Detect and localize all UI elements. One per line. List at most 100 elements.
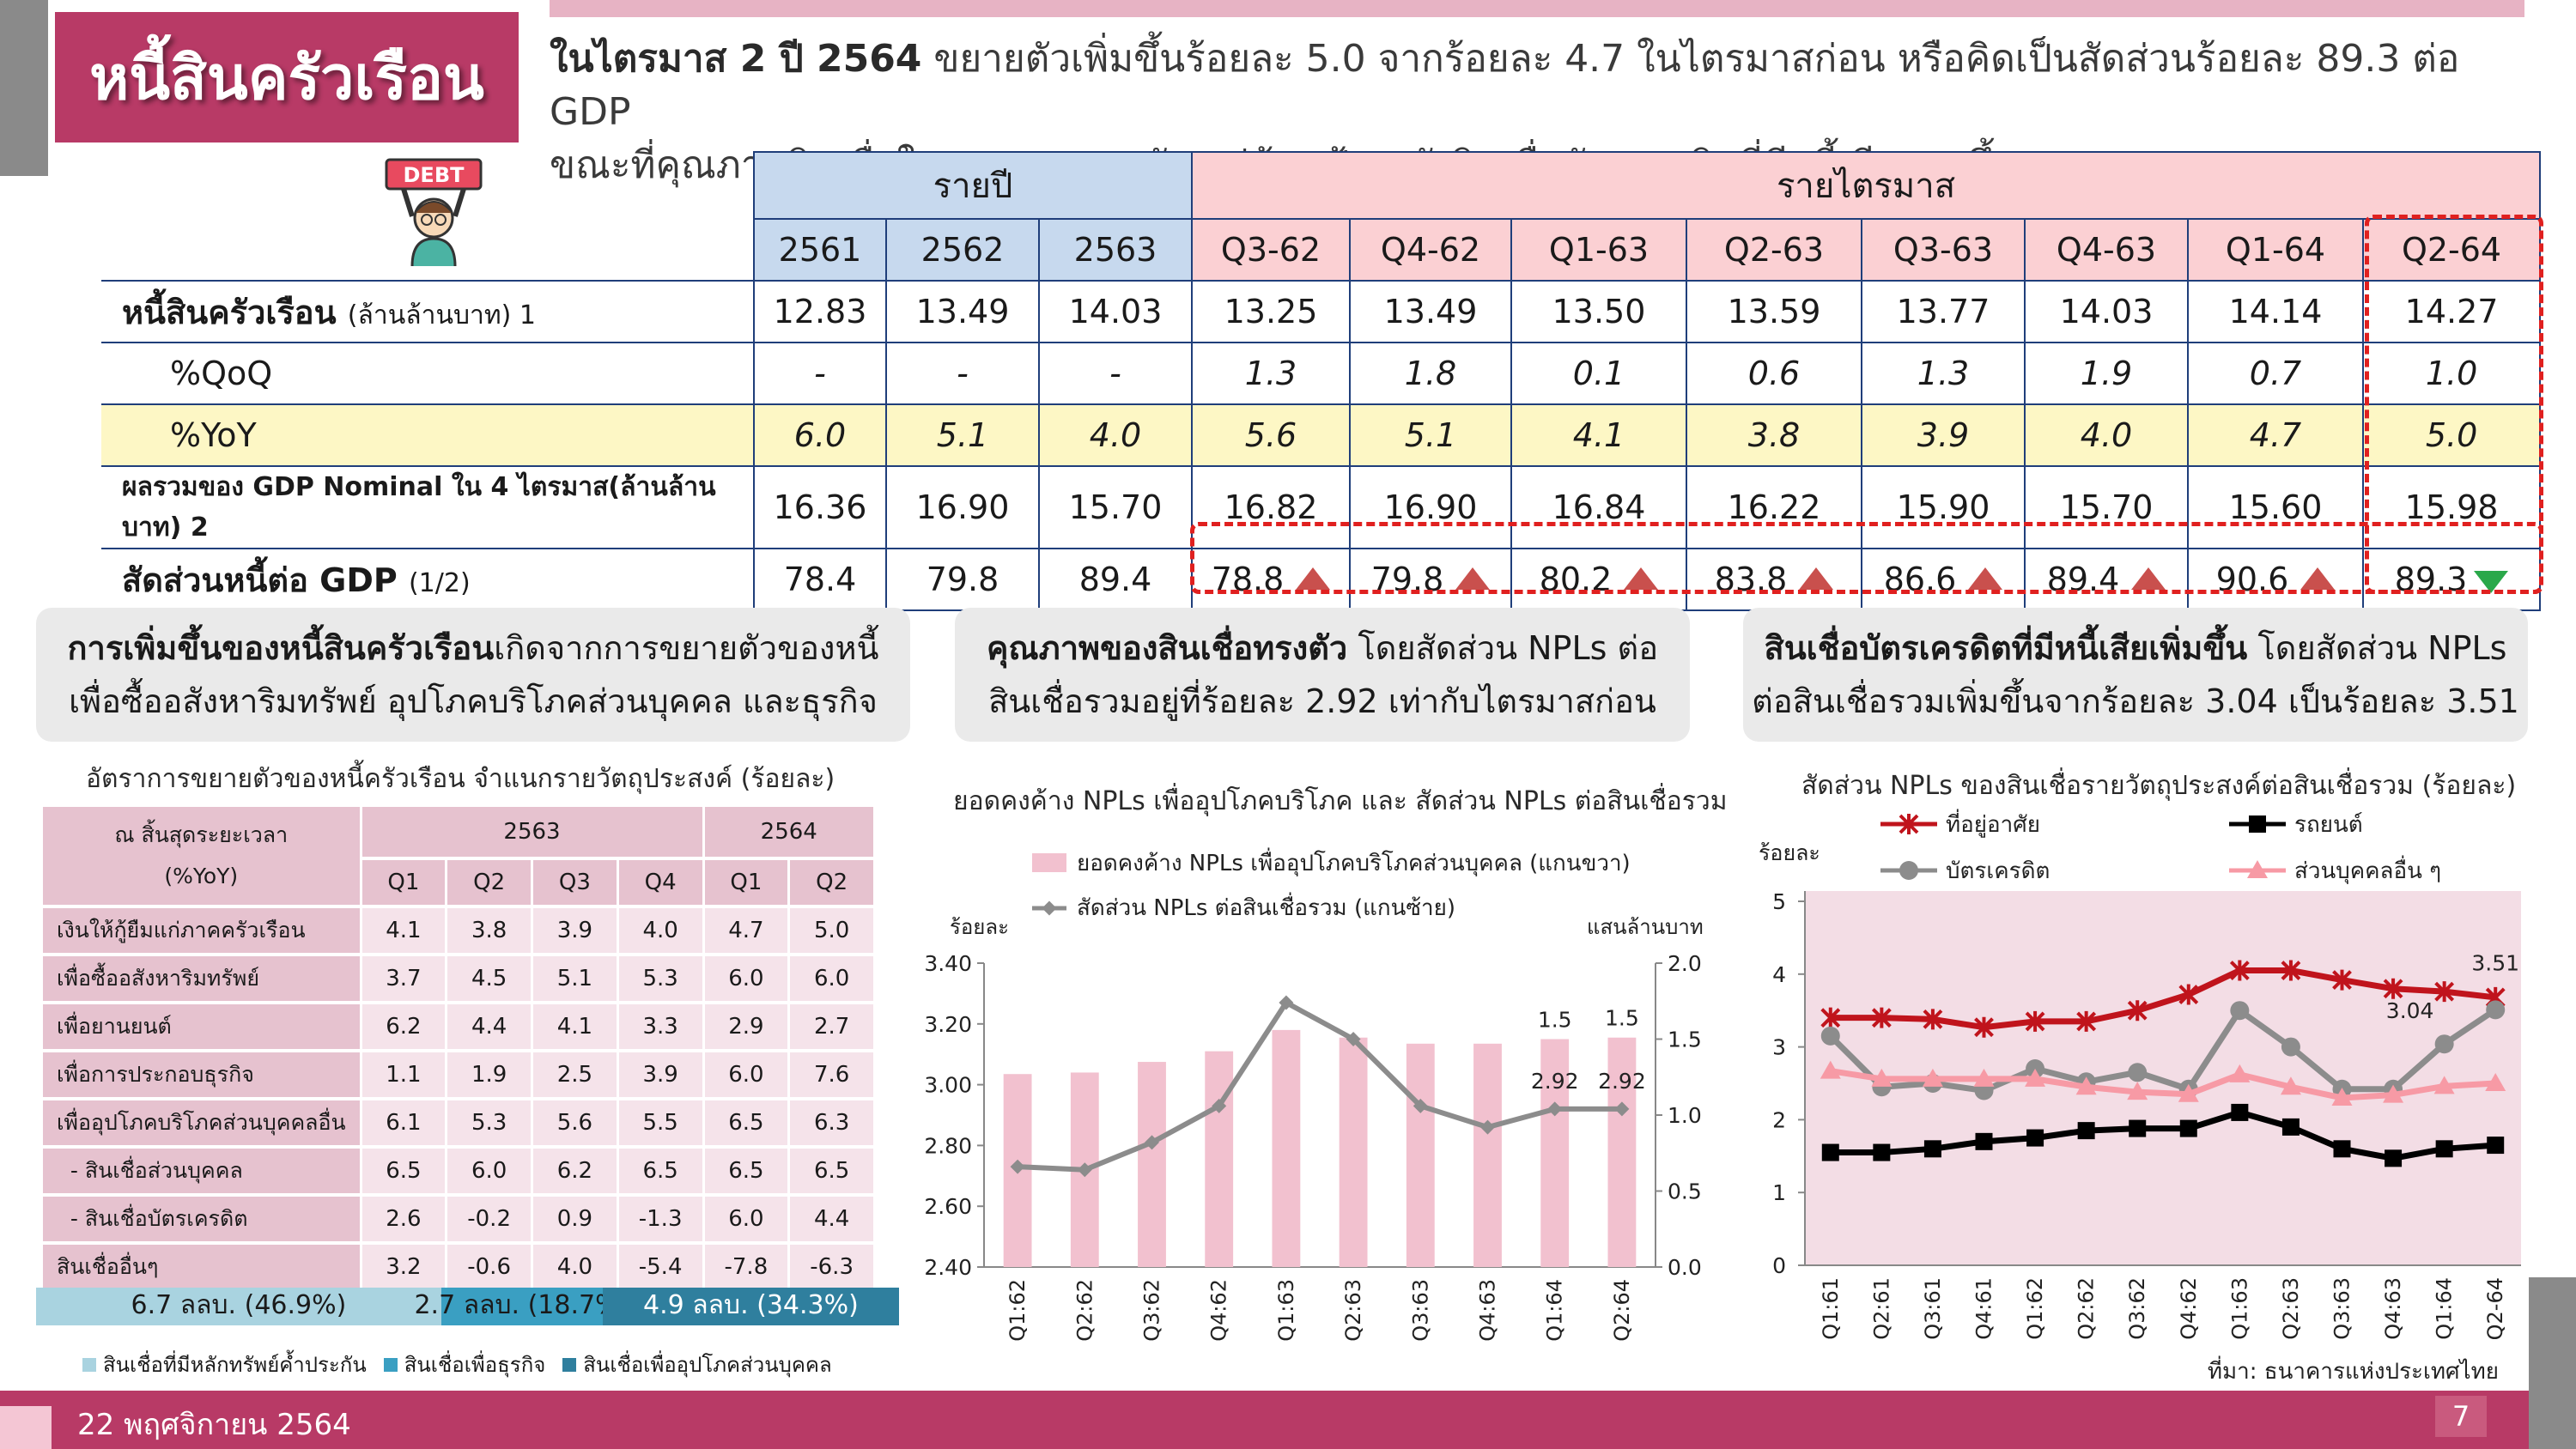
row-label: %YoY [101,403,755,467]
callout-right-rest: โดยสัดส่วน NPLs [2247,629,2507,667]
cell-value: 5.1 [1404,416,1457,454]
series-point [2434,981,2455,1003]
growth-cell: 4.0 [617,906,705,956]
table-icon-cell [101,152,755,282]
table-cell: 89.4 [1038,548,1193,611]
growth-cell: 7.6 [788,1051,876,1100]
growth-cell: 6.5 [703,1099,791,1149]
series-point [2485,1073,2506,1091]
growth-cell: 4.4 [446,1003,533,1052]
table-cell: 3.9 [1861,403,2026,467]
npl-purpose-chart: ร้อยละ ที่อยู่อาศัย รถยนต์บัตรเครดิต ส่วนบุ… [1759,809,2521,1385]
table-cell: 5.1 [885,403,1040,467]
legend-marker [2247,860,2268,878]
growth-cell: 1.9 [446,1051,533,1100]
callout-right-line2: ต่อสินเชื่อรวมเพิ่มขึ้นจากร้อยละ 3.04 เป… [1752,682,2519,720]
growth-cell: 3.9 [532,906,619,956]
column-header: Q1-64 [2187,218,2364,282]
legend-item: สินเชื่อที่มีหลักทรัพย์ค้ำประกัน [82,1348,367,1381]
column-header: Q2-63 [1686,218,1862,282]
y-tick-label: 4 [1772,962,1786,987]
quarter-header: Q1 [703,858,791,908]
table-row: ผลรวมของ GDP Nominal ใน 4 ไตรมาส(ล้านล้า… [101,465,2542,549]
table-cell: 0.7 [2187,342,2364,405]
table-cell: 0.6 [1686,342,1862,405]
headline-rest: ขยายตัวเพิ่มขึ้นร้อยละ 5.0 จากร้อยละ 4.7… [550,37,2460,134]
growth-row-label: เพื่อซื้ออสังหาริมทรัพย์ [43,955,362,1004]
latest-quarter-highlight-box [2365,215,2543,594]
series-point [1820,1060,1841,1079]
top-accent-strip [550,0,2524,17]
right-tick-label: 2.0 [1668,951,1702,976]
table-cell: 13.49 [885,280,1040,343]
bar-npl-outstanding [1205,1051,1234,1267]
growth-cell: 6.5 [703,1147,791,1197]
quarter-header: Q1 [361,858,448,908]
right-tick-label: 0.0 [1668,1255,1702,1280]
growth-row-label: เงินให้กู้ยืมแก่ภาคครัวเรือน [43,906,362,956]
growth-row: เพื่อการประกอบธุรกิจ 1.1 1.9 2.5 3.9 6.0 7.6 [43,1051,876,1100]
growth-cell: 6.0 [446,1147,533,1197]
growth-cell: 2.5 [532,1051,619,1100]
table-cell: 1.3 [1191,342,1351,405]
cell-value: 1.9 [2080,355,2133,392]
row-label-text: %QoQ [170,355,273,392]
table-cell: 15.70 [1038,465,1193,549]
table-cell: 13.77 [1861,280,2026,343]
y-tick-label: 0 [1772,1253,1786,1278]
table-cell: 5.1 [1349,403,1512,467]
x-tick-label: Q3:62 [1140,1279,1164,1342]
row-label-unit: (ล้านล้านบาท) 1 [347,300,536,330]
legend-swatch [82,1357,96,1372]
table-cell: 5.6 [1191,403,1351,467]
growth-cell: -0.6 [446,1243,533,1293]
cell-value: 0.1 [1572,355,1625,392]
cell-value: 4.7 [2249,416,2302,454]
x-tick-label: Q2:62 [2075,1277,2099,1340]
callout-left-bold: การเพิ่มขึ้นของหนี้สินครัวเรือน [67,629,495,667]
cell-value: 0.6 [1747,355,1801,392]
x-tick-label: Q3:63 [2330,1277,2354,1340]
cell-value: 14.27 [2404,293,2499,330]
left-tick-label: 2.60 [924,1194,972,1219]
footer-right-accent [2529,1277,2576,1449]
table-cell: 78.4 [753,548,887,611]
arrow-up-icon [1799,567,1834,590]
growth-row: เพื่ออุปโภคบริโภคส่วนบุคคลอื่น 6.1 5.3 5.6 5… [43,1099,876,1149]
growth-row: - สินเชื่อบัตรเครดิต 2.6 -0.2 0.9 -1.3 6.0 4.4 [43,1195,876,1245]
callout-credit-quality: คุณภาพของสินเชื่อทรงตัว โดยสัดส่วน NPLs … [955,608,1690,742]
x-tick-label: Q4:63 [2381,1277,2405,1340]
callout-debt-growth: การเพิ่มขึ้นของหนี้สินครัวเรือนเกิดจากกา… [36,608,910,742]
growth-row-label: - สินเชื่อส่วนบุคคล [43,1147,362,1197]
growth-cell: 6.3 [788,1099,876,1149]
growth-cell: 3.8 [446,906,533,956]
growth-row-label: เพื่อยานยนต์ [43,1003,362,1052]
callout-mid-rest: โดยสัดส่วน NPLs ต่อ [1347,629,1659,667]
x-tick-label: Q1:64 [2433,1277,2457,1340]
line-npl-ratio [1017,999,1622,1173]
slide-title-box: หนี้สินครัวเรือน [55,12,519,142]
growth-cell: 4.1 [532,1003,619,1052]
cell-value: 1.3 [1917,355,1970,392]
cell-value: 5.1 [936,416,989,454]
callout-credit-card-npl: สินเชื่อบัตรเครดิตที่มีหนี้เสียเพิ่มขึ้น… [1743,608,2528,742]
series-point [2179,1119,2197,1137]
cell-value: 15.90 [1896,488,1990,526]
series-point [2331,1087,2353,1106]
bar-npl-outstanding [1272,1029,1301,1267]
cell-value: 1.8 [1404,355,1457,392]
table-cell: 83.8 [1686,548,1862,611]
cell-value: 16.36 [773,488,867,526]
series-point [2025,1068,2046,1087]
series-point [2229,1064,2251,1082]
cell-value: 14.03 [1068,293,1163,330]
data-label: 3.51 [2471,950,2519,975]
table-cell: 4.1 [1510,403,1687,467]
table-cell: 15.90 [1861,465,2026,549]
table-cell: 13.49 [1349,280,1512,343]
growth-table-caption: อัตราการขยายตัวของหนี้ครัวเรือน จำแนกราย… [86,764,835,794]
left-accent-strip [0,0,48,176]
growth-cell: 6.0 [788,955,876,1004]
table-cell: 14.27 [2361,280,2542,343]
corner-line1: ณ สิ้นสุดระยะเวลา [114,822,289,847]
